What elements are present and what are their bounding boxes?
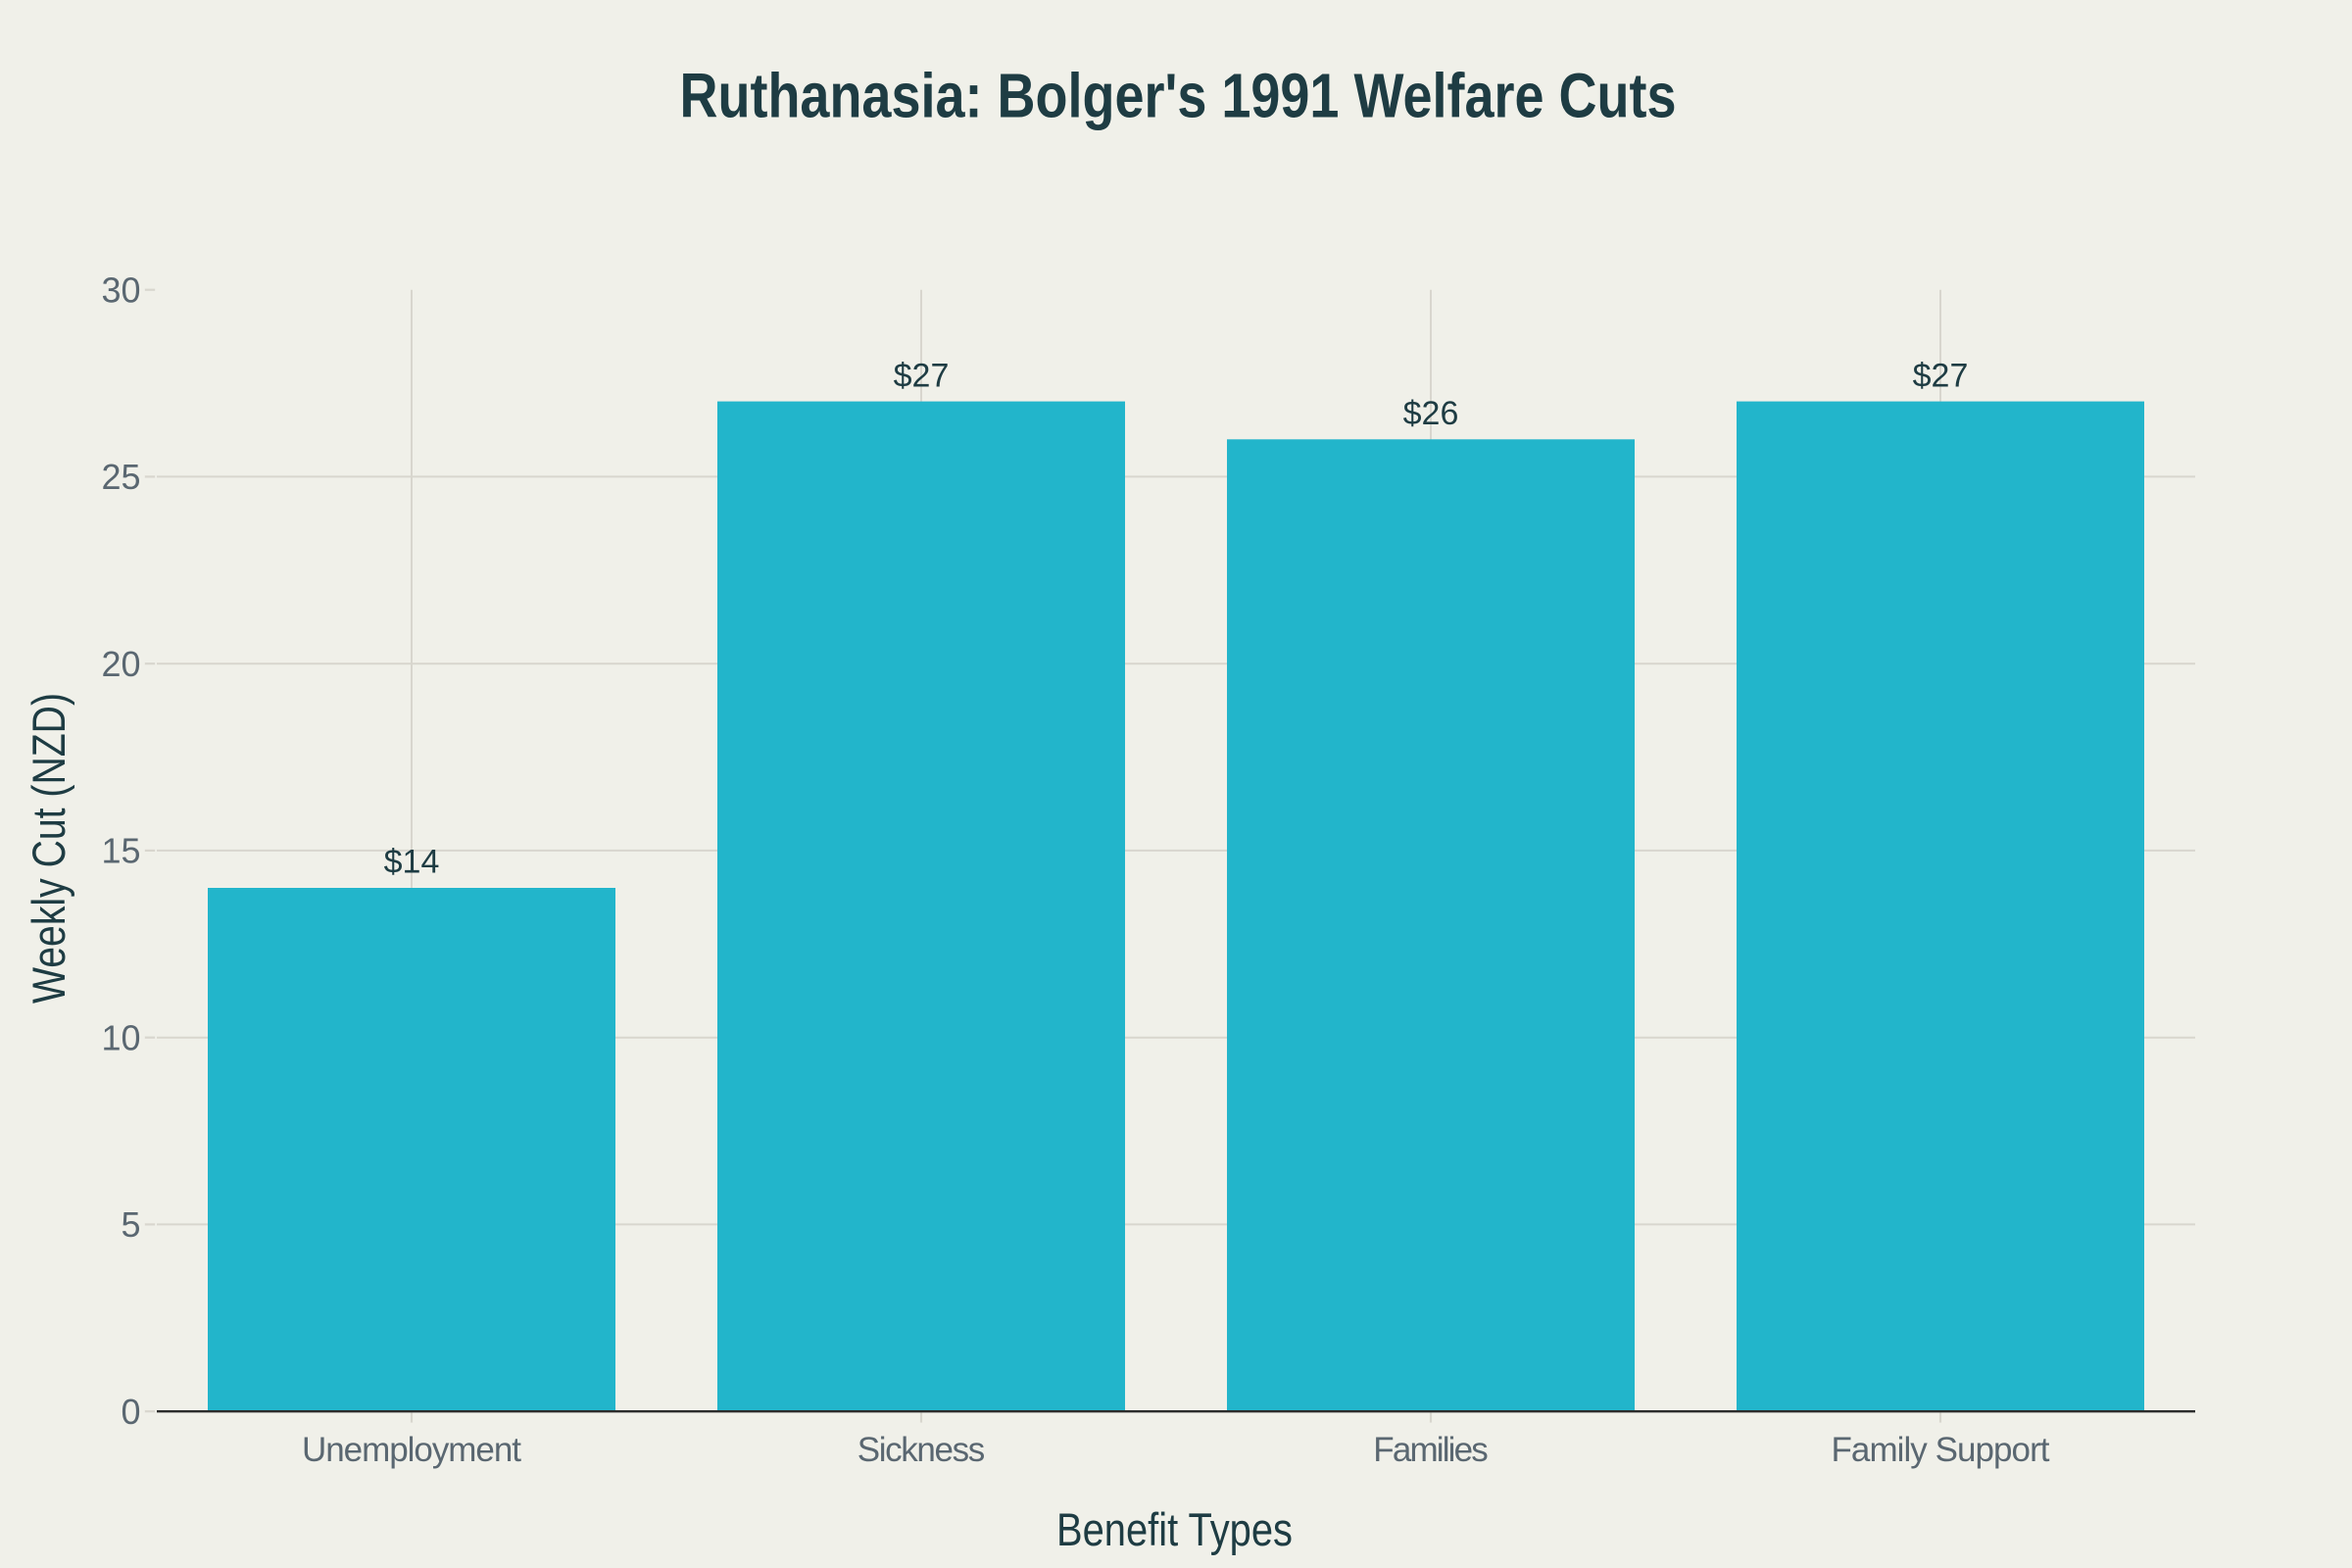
svg-text:30: 30	[101, 270, 140, 310]
svg-text:$27: $27	[1913, 358, 1969, 395]
svg-text:Ruthanasia: Bolger's 1991 Welf: Ruthanasia: Bolger's 1991 Welfare Cuts	[680, 61, 1677, 131]
svg-text:Benefit Types: Benefit Types	[1056, 1503, 1293, 1555]
svg-text:$26: $26	[1403, 395, 1459, 432]
svg-text:15: 15	[101, 831, 140, 871]
svg-text:$14: $14	[384, 844, 440, 881]
svg-text:Family Support: Family Support	[1832, 1431, 2050, 1469]
svg-text:0: 0	[121, 1392, 140, 1432]
svg-text:20: 20	[101, 644, 140, 684]
svg-text:Sickness: Sickness	[858, 1431, 986, 1469]
svg-text:Families: Families	[1373, 1431, 1488, 1469]
svg-text:5: 5	[121, 1204, 140, 1245]
svg-text:10: 10	[101, 1017, 140, 1057]
svg-text:Weekly Cut (NZD): Weekly Cut (NZD)	[23, 693, 74, 1004]
svg-text:Unemployment: Unemployment	[302, 1431, 521, 1469]
svg-text:$27: $27	[894, 358, 950, 395]
svg-text:25: 25	[101, 457, 140, 497]
